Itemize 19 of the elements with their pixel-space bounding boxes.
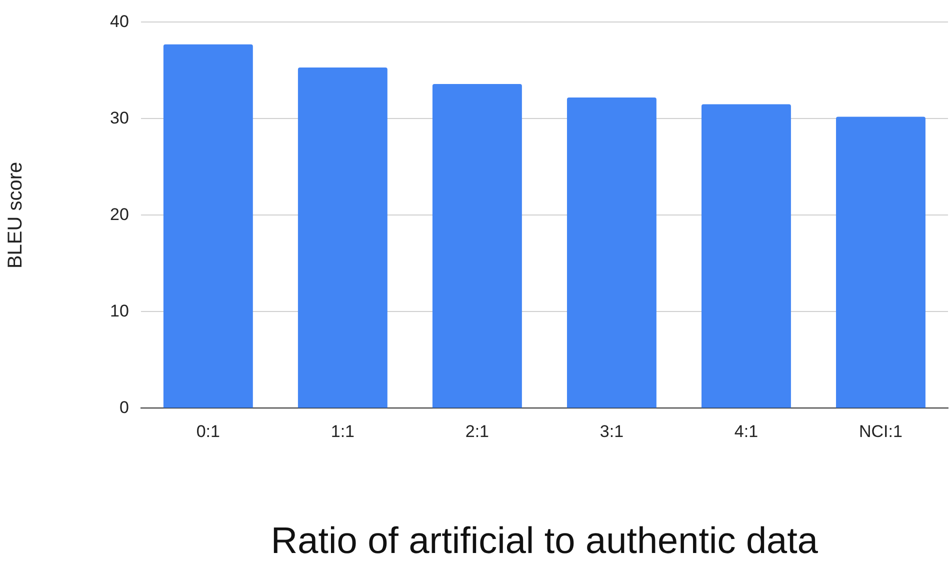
bar (163, 44, 253, 408)
y-axis-title: BLEU score (4, 162, 27, 269)
x-axis-title: Ratio of artificial to authentic data (270, 520, 818, 562)
bar (836, 116, 926, 408)
y-tick-label: 20 (110, 204, 129, 224)
y-tick-label: 10 (110, 301, 129, 320)
y-tick-label: 30 (110, 108, 129, 128)
x-tick-label: 2:1 (465, 422, 490, 442)
bar (298, 68, 388, 408)
x-tick-label: 3:1 (600, 422, 624, 442)
y-tick-label: 0 (119, 398, 129, 417)
x-tick-label: NCI:1 (859, 422, 902, 442)
x-tick-label: 0:1 (196, 422, 220, 442)
x-tick-label: 4:1 (734, 422, 758, 442)
bar (432, 84, 522, 408)
y-tick-label: 40 (110, 12, 129, 31)
bar (702, 104, 791, 408)
x-tick-label: 1:1 (330, 422, 354, 442)
bar (566, 97, 656, 408)
